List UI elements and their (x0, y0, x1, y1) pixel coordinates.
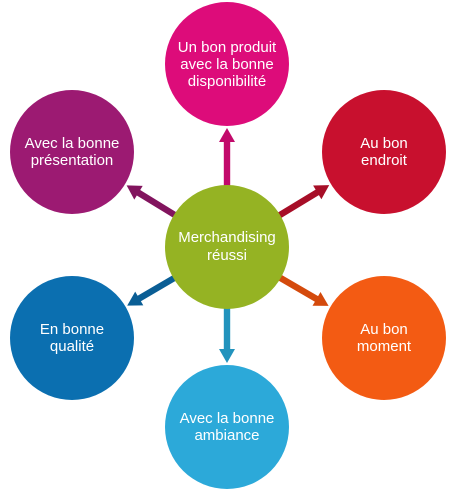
arrow-qualite (127, 273, 179, 306)
arrow-presentation (126, 185, 180, 220)
circle-ambiance (165, 365, 289, 489)
circles-layer (10, 2, 446, 489)
arrow-moment (275, 273, 329, 306)
circle-qualite (10, 276, 134, 400)
arrows-layer (126, 128, 330, 363)
circle-produit (165, 2, 289, 126)
circle-center (165, 185, 289, 309)
arrow-endroit (275, 185, 330, 220)
circle-moment (322, 276, 446, 400)
arrow-produit (219, 128, 235, 189)
circle-presentation (10, 90, 134, 214)
arrow-ambiance (219, 305, 235, 363)
circle-endroit (322, 90, 446, 214)
